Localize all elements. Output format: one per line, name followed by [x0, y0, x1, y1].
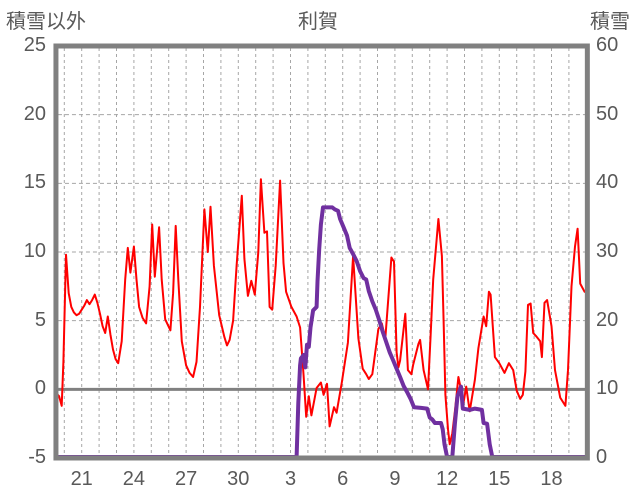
x-axis-tick-label: 30 [227, 468, 250, 490]
right-axis-title: 積雪 [590, 11, 630, 33]
left-axis-tick-label: 10 [23, 240, 46, 262]
left-axis-tick-label: 0 [34, 377, 46, 400]
right-axis-tick-label: 40 [596, 171, 619, 194]
right-axis-tick-label: 20 [596, 308, 619, 331]
x-axis-tick-label: 18 [540, 468, 563, 490]
right-axis-tick-label: 50 [596, 102, 619, 125]
left-axis-tick-label: -5 [28, 446, 46, 468]
x-axis-tick-label: 27 [174, 468, 198, 490]
x-axis-tick-label: 6 [337, 468, 349, 490]
x-axis-tick-label: 15 [488, 468, 511, 490]
left-axis-tick-label: 20 [23, 102, 46, 125]
x-axis-tick-label: 21 [70, 468, 93, 490]
x-axis-tick-label: 24 [122, 468, 146, 490]
right-axis-tick-label: 60 [596, 34, 619, 56]
chart-title: 利賀 [298, 11, 338, 33]
right-axis-tick-label: 0 [596, 446, 608, 468]
left-axis-tick-label: 5 [34, 308, 46, 331]
right-axis-tick-label: 10 [596, 377, 619, 400]
x-axis-tick-label: 3 [284, 468, 297, 490]
plot-border [53, 43, 590, 461]
x-axis-tick-label: 12 [435, 468, 459, 490]
left-axis-tick-label: 25 [23, 34, 46, 56]
x-axis-tick-label: 9 [389, 468, 401, 490]
right-axis-tick-label: 30 [596, 240, 619, 262]
left-axis-tick-label: 15 [23, 171, 46, 194]
temperature-series-line [55, 178, 586, 446]
left-axis-title: 積雪以外 [6, 11, 86, 33]
snow-depth-series-line [54, 205, 590, 459]
